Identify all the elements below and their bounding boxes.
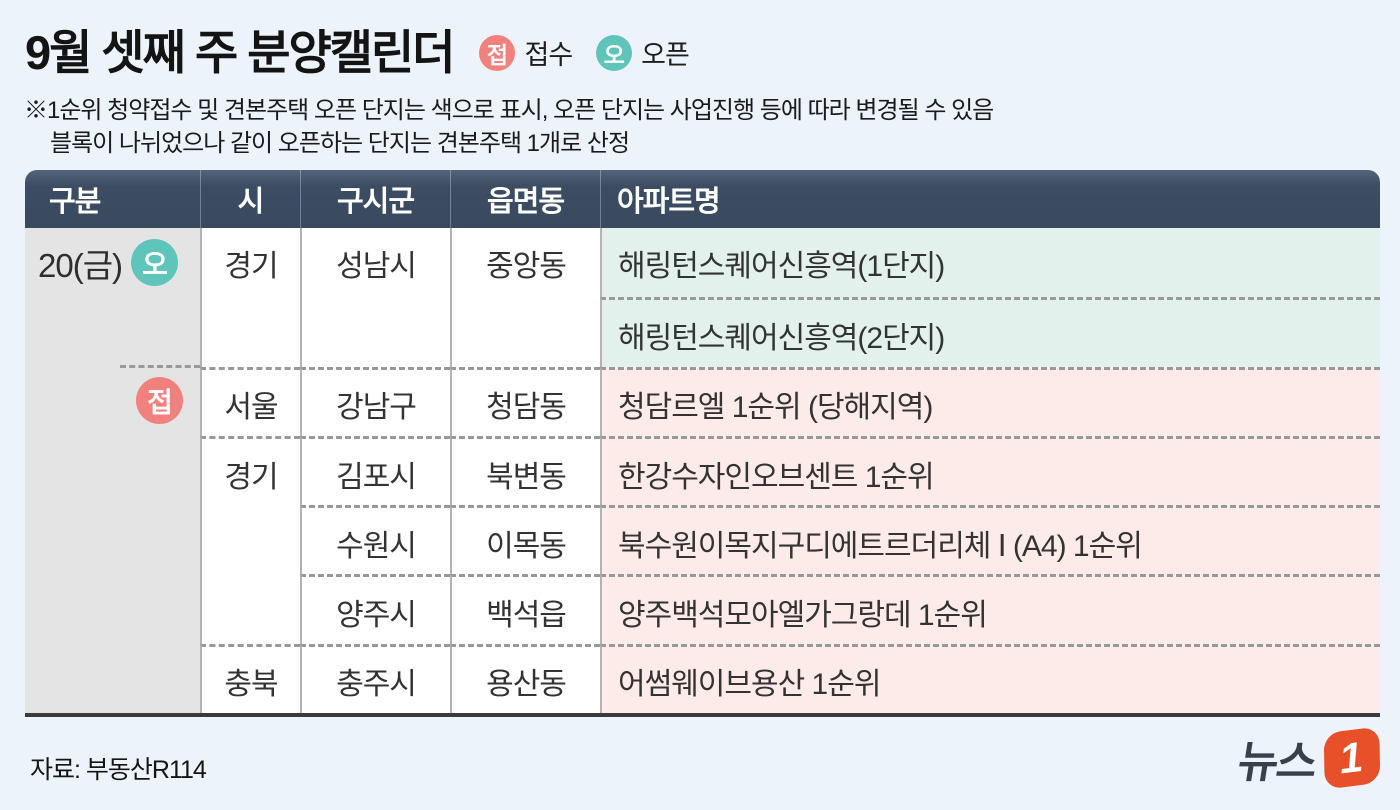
source-credit: 자료: 부동산R114 — [30, 756, 207, 784]
apartment-cell: 해링턴스퀘어신흥역(2단지) — [600, 297, 1380, 367]
gubun-cell: 20(금) 오 접 — [25, 228, 200, 714]
si-cell: 서울 — [200, 366, 300, 436]
apply-badge-icon: 접 — [479, 34, 516, 71]
apartment-cell: 한강수자인오브센트 1순위 — [600, 435, 1380, 506]
gusigun-cell: 강남구 — [300, 366, 450, 436]
legend-item-open: 오 오픈 — [596, 33, 690, 72]
gusigun-cell: 성남시 — [300, 228, 450, 367]
note-line-2: 블록이 나뉘었으나 같이 오픈하는 단지는 견본주택 1개로 산정 — [50, 130, 630, 157]
apartment-cell: 북수원이목지구디에트르더리체 Ⅰ (A4) 1순위 — [600, 505, 1380, 575]
eupmyeondong-cell: 용산동 — [450, 643, 600, 714]
column-header-gusigun: 구시군 — [300, 170, 450, 228]
si-cell: 충북 — [200, 643, 300, 714]
open-badge-icon: 오 — [131, 239, 179, 286]
eupmyeondong-cell: 중앙동 — [450, 228, 600, 367]
column-header-si: 시 — [200, 170, 300, 228]
open-badge-icon: 오 — [596, 34, 633, 71]
page-title: 9월 셋째 주 분양캘린더 — [25, 26, 455, 79]
news1-logo: 뉴스 1 — [1234, 726, 1381, 790]
apartment-cell: 해링턴스퀘어신흥역(1단지) — [600, 228, 1380, 298]
eupmyeondong-cell: 북변동 — [450, 435, 600, 506]
title-row: 9월 셋째 주 분양캘린더 접 접수 오 오픈 — [25, 14, 690, 83]
apartment-cell: 어썸웨이브용산 1순위 — [600, 643, 1380, 714]
legend: 접 접수 오 오픈 — [479, 33, 690, 72]
eupmyeondong-cell: 청담동 — [450, 366, 600, 436]
legend-apply-label: 접수 — [524, 40, 573, 70]
apartment-cell: 양주백석모아엘가그랑데 1순위 — [600, 574, 1380, 644]
eupmyeondong-cell: 백석읍 — [450, 574, 600, 644]
date-row: 20(금) 오 — [25, 228, 200, 297]
notes: ※1순위 청약접수 및 견본주택 오픈 단지는 색으로 표시, 오픈 단지는 사… — [24, 94, 994, 160]
gusigun-cell: 충주시 — [300, 643, 450, 714]
gusigun-cell: 김포시 — [300, 435, 450, 506]
legend-open-label: 오픈 — [641, 40, 690, 70]
note-line-1: ※1순위 청약접수 및 견본주택 오픈 단지는 색으로 표시, 오픈 단지는 사… — [24, 97, 994, 124]
legend-item-apply: 접 접수 — [479, 33, 573, 72]
si-cell: 경기 — [200, 228, 300, 367]
group-divider — [120, 365, 200, 368]
date-label: 20(금) — [38, 246, 123, 284]
news1-logo-number: 1 — [1338, 732, 1366, 783]
gusigun-cell: 양주시 — [300, 574, 450, 644]
eupmyeondong-cell: 이목동 — [450, 505, 600, 575]
gusigun-cell: 수원시 — [300, 505, 450, 575]
news1-logo-text: 뉴스 — [1234, 738, 1320, 787]
si-cell: 경기 — [200, 435, 300, 644]
news1-logo-tile-icon: 1 — [1323, 726, 1381, 790]
sale-calendar-table: 구분 시 구시군 읍면동 아파트명 20(금) 오 접 경기 서울 경기 충북 … — [25, 170, 1380, 718]
column-header-apartment: 아파트명 — [600, 170, 1380, 228]
column-header-gubun: 구분 — [25, 170, 200, 228]
column-header-eupmyeondong: 읍면동 — [450, 170, 600, 228]
apartment-cell: 청담르엘 1순위 (당해지역) — [600, 366, 1380, 436]
apply-badge-icon: 접 — [136, 377, 183, 424]
